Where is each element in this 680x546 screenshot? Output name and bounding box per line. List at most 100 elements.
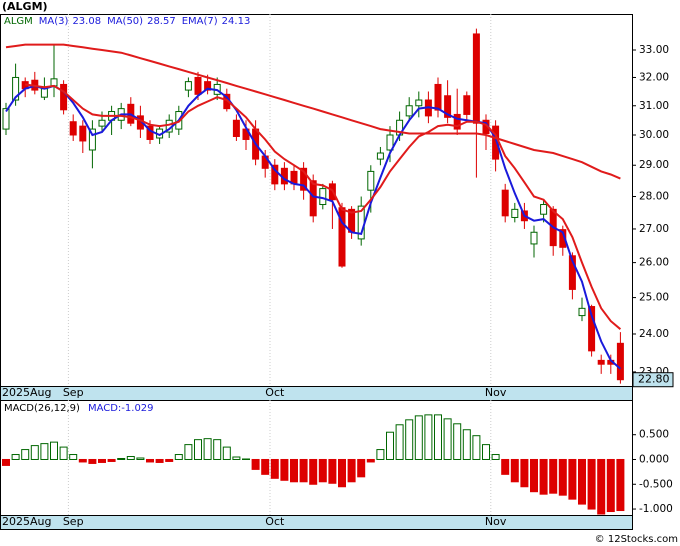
candle-body bbox=[319, 188, 327, 206]
macd-bar bbox=[203, 438, 212, 460]
macd-bar bbox=[290, 458, 298, 483]
macd-bar bbox=[11, 454, 20, 460]
macd-bar bbox=[174, 454, 183, 460]
x-tick-label: Oct bbox=[265, 515, 285, 528]
last-price-label: 22.80 bbox=[638, 373, 670, 386]
ma-line bbox=[25, 83, 622, 330]
candle-body bbox=[616, 342, 624, 381]
candle-body bbox=[79, 125, 87, 142]
macd-bar bbox=[520, 458, 529, 488]
candle-body bbox=[568, 255, 576, 290]
legend-value: 24.13 bbox=[222, 16, 251, 27]
ma-line bbox=[5, 84, 622, 370]
x-tick-label: Nov bbox=[485, 515, 507, 528]
y-tick-label: 31.00 bbox=[639, 100, 669, 112]
candle-body bbox=[2, 108, 10, 130]
macd-bar bbox=[165, 458, 174, 462]
candle-body bbox=[367, 170, 375, 191]
candle-body bbox=[40, 88, 48, 98]
macd-bar bbox=[126, 456, 135, 460]
x-tick-label: 2025Aug bbox=[2, 515, 51, 528]
macd-bar bbox=[232, 456, 241, 460]
macd-bar bbox=[146, 458, 154, 463]
candle-body bbox=[405, 105, 413, 117]
macd-bar bbox=[453, 423, 462, 460]
legend-entry: MA(50) bbox=[107, 16, 143, 27]
candle-body bbox=[204, 81, 212, 91]
macd-bar bbox=[88, 458, 97, 464]
macd-bar bbox=[69, 454, 78, 460]
candle-body bbox=[540, 204, 548, 215]
macd-bar bbox=[184, 444, 193, 460]
macd-bar bbox=[107, 458, 116, 462]
y-tick-label: 29.00 bbox=[639, 159, 669, 171]
candle-body bbox=[88, 128, 96, 151]
candle-body bbox=[444, 95, 452, 118]
macd-bar bbox=[443, 418, 452, 460]
y-tick-label: 25.00 bbox=[639, 292, 669, 304]
macd-bar bbox=[366, 458, 375, 463]
macd-bar bbox=[155, 458, 164, 463]
macd-bar bbox=[347, 458, 356, 483]
macd-bar bbox=[50, 441, 58, 460]
legend-entry: EMA(7) bbox=[182, 16, 218, 27]
macd-bar bbox=[280, 458, 289, 481]
macd-bar bbox=[309, 458, 318, 485]
macd-legend: MACD(26,12,9) MACD:-1.029 bbox=[4, 403, 154, 414]
macd-bar bbox=[587, 458, 596, 510]
candle-body bbox=[271, 164, 279, 185]
macd-bar bbox=[2, 458, 10, 466]
legend-value: 28.57 bbox=[147, 16, 176, 27]
y-tick-label: 24.00 bbox=[639, 328, 669, 340]
candle-body bbox=[300, 167, 308, 191]
last-price-box bbox=[632, 372, 674, 388]
macd-bar bbox=[299, 458, 308, 483]
macd-bar bbox=[318, 458, 327, 483]
macd-bar bbox=[472, 435, 481, 460]
candle-body bbox=[434, 83, 442, 111]
macd-bar bbox=[98, 458, 106, 463]
candle-body bbox=[578, 307, 586, 317]
macd-bar bbox=[568, 458, 577, 500]
y-tick-label: 27.00 bbox=[639, 223, 669, 235]
macd-bar bbox=[40, 443, 49, 460]
candle-body bbox=[232, 119, 240, 137]
candle-body bbox=[463, 95, 471, 115]
macd-bar bbox=[414, 415, 423, 460]
candle-body bbox=[588, 306, 596, 352]
candle-body bbox=[184, 81, 192, 91]
macd-title: MACD(26,12,9) bbox=[4, 403, 80, 414]
y-tick-label: 32.00 bbox=[639, 71, 669, 83]
macd-bar bbox=[194, 439, 202, 460]
candle-body bbox=[69, 121, 77, 136]
macd-bar bbox=[78, 458, 87, 463]
macd-bar bbox=[597, 458, 606, 515]
candle-body bbox=[386, 134, 394, 151]
y-tick-label: 33.00 bbox=[639, 44, 669, 56]
macd-bar bbox=[30, 445, 39, 460]
macd-bar bbox=[462, 429, 471, 460]
macd-bar bbox=[549, 458, 558, 494]
macd-bar bbox=[270, 458, 279, 479]
legend-symbol: ALGM bbox=[4, 16, 33, 27]
macd-bar bbox=[616, 458, 625, 512]
macd-bar bbox=[501, 458, 510, 475]
macd-bar bbox=[434, 414, 442, 460]
macd-bar bbox=[482, 444, 490, 460]
candle-body bbox=[194, 76, 202, 95]
macd-bar bbox=[376, 449, 385, 460]
candle-body bbox=[60, 83, 68, 111]
y-tick-label: -1.000 bbox=[639, 503, 673, 515]
y-tick-label: 30.00 bbox=[639, 129, 669, 141]
candle-body bbox=[453, 113, 461, 130]
legend-entry: MA(3) bbox=[39, 16, 69, 27]
legend: ALGM MA(3) 23.08 MA(50) 28.57 EMA(7) 24.13 bbox=[4, 16, 250, 27]
macd-bar bbox=[386, 431, 394, 460]
macd-bar bbox=[539, 458, 548, 495]
date-bar bbox=[0, 515, 633, 530]
macd-bar bbox=[222, 446, 231, 460]
candle-body bbox=[597, 359, 605, 365]
macd-bar bbox=[117, 457, 126, 460]
x-tick-label: Sep bbox=[63, 515, 84, 528]
